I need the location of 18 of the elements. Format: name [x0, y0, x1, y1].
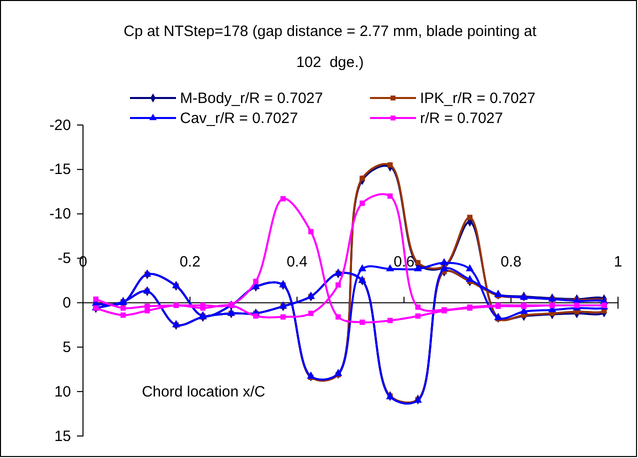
x-tick-label: 0.8: [500, 254, 522, 271]
y-tick-label: 10: [54, 383, 71, 400]
y-tick-label: -20: [49, 116, 71, 134]
x-tick-label: 0.4: [286, 254, 308, 271]
x-tick-label: 1: [614, 254, 622, 271]
y-tick-label: 5: [62, 338, 71, 356]
legend-label: Cav_r/R = 0.7027: [180, 110, 298, 127]
legend-label: r/R = 0.7027: [420, 110, 503, 127]
x-axis-title: Chord location x/C: [142, 384, 266, 401]
x-tick-label: 0.2: [180, 254, 200, 271]
legend-label: IPK_r/R = 0.7027: [420, 90, 536, 107]
y-tick-label: -10: [49, 206, 71, 223]
y-tick-label: -5: [58, 250, 71, 268]
y-tick-label: 0: [62, 294, 71, 312]
chart-title: Cp at NTStep=178 (gap distance = 2.77 mm, blade pointing at 102 dge.): [124, 23, 538, 71]
legend-label: M-Body_r/R = 0.7027: [180, 90, 323, 107]
y-tick-label: 15: [54, 428, 71, 445]
y-tick-label: -15: [49, 161, 71, 178]
